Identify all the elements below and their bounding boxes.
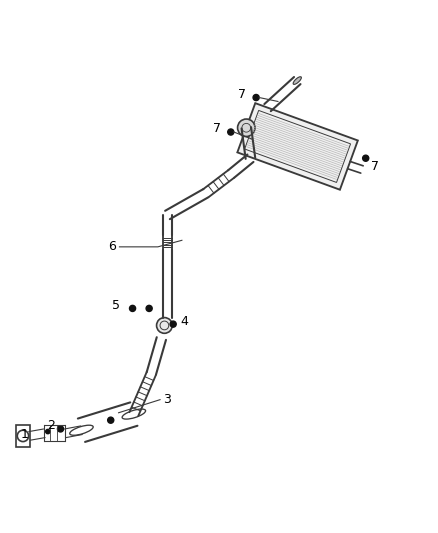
- Circle shape: [57, 426, 64, 432]
- Text: 7: 7: [371, 160, 379, 173]
- Circle shape: [130, 305, 136, 311]
- Circle shape: [363, 155, 369, 161]
- Circle shape: [146, 305, 152, 311]
- Circle shape: [228, 129, 234, 135]
- Circle shape: [170, 321, 176, 327]
- Circle shape: [156, 318, 172, 333]
- Circle shape: [108, 417, 114, 423]
- Text: 2: 2: [47, 419, 55, 432]
- Text: 1: 1: [21, 428, 28, 441]
- Polygon shape: [237, 103, 358, 190]
- Circle shape: [253, 94, 259, 101]
- Text: 7: 7: [213, 123, 221, 135]
- Text: 7: 7: [238, 87, 246, 101]
- Circle shape: [237, 119, 255, 136]
- Circle shape: [46, 430, 50, 434]
- Text: 3: 3: [162, 393, 170, 406]
- Text: 6: 6: [108, 240, 116, 253]
- Ellipse shape: [293, 77, 301, 84]
- Text: 5: 5: [113, 300, 120, 312]
- Text: 4: 4: [180, 314, 188, 328]
